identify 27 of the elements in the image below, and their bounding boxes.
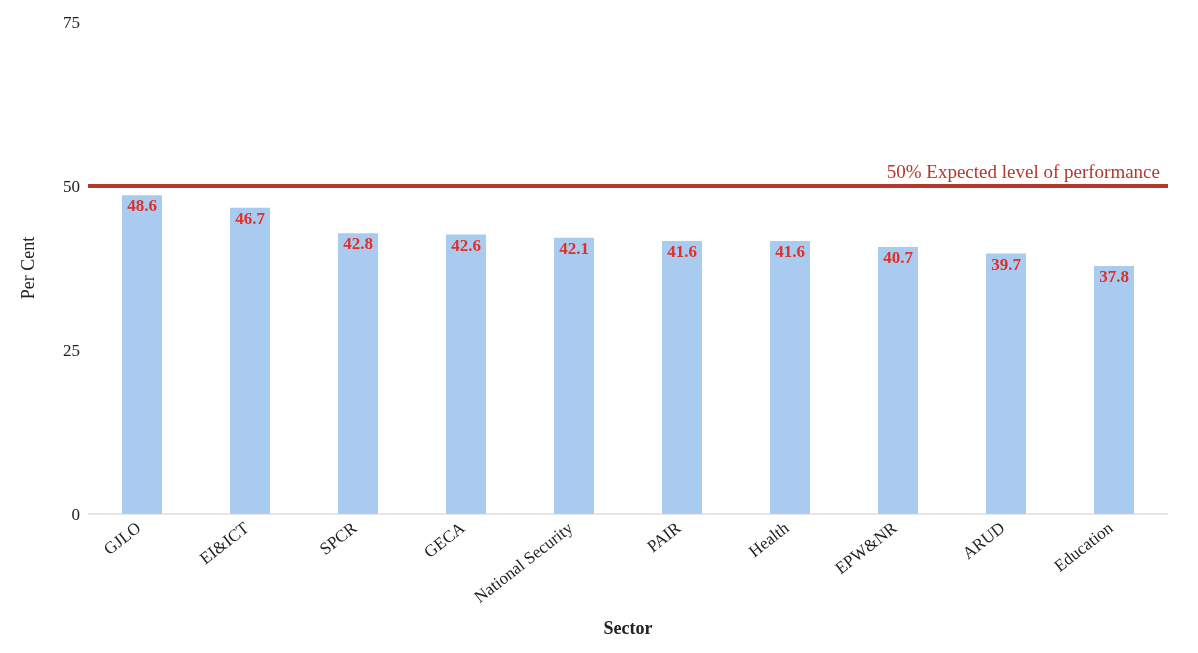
data-label: 42.6 <box>451 235 481 255</box>
data-label: 42.1 <box>559 238 589 258</box>
y-tick-label: 25 <box>63 341 80 361</box>
data-label: 37.8 <box>1099 267 1129 287</box>
data-label: 42.8 <box>343 234 373 254</box>
bar <box>878 247 918 514</box>
bar <box>770 241 810 514</box>
ref-line-label: 50% Expected level of performance <box>886 161 1160 182</box>
bar <box>662 241 702 514</box>
bar <box>1094 266 1134 514</box>
data-label: 41.6 <box>667 242 697 262</box>
y-tick-label: 50 <box>63 177 80 197</box>
data-label: 46.7 <box>235 208 266 228</box>
data-label: 40.7 <box>883 248 914 268</box>
bar <box>122 195 162 514</box>
x-axis-title: Sector <box>603 618 653 638</box>
y-axis-title: Per Cent <box>18 236 39 300</box>
bar <box>338 233 378 514</box>
bar <box>986 253 1026 514</box>
bar <box>446 234 486 514</box>
data-label: 39.7 <box>991 254 1022 274</box>
data-label: 41.6 <box>775 242 805 262</box>
y-tick-label: 75 <box>63 13 80 33</box>
bar <box>230 207 270 514</box>
bar <box>554 237 594 514</box>
data-label: 48.6 <box>127 196 157 216</box>
y-tick-label: 0 <box>71 505 80 525</box>
